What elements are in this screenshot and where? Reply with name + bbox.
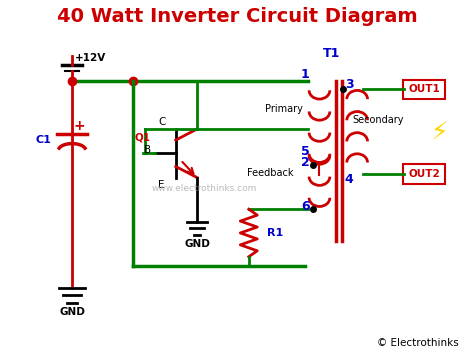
Text: C1: C1 <box>36 135 52 145</box>
Text: GND: GND <box>184 239 210 250</box>
FancyBboxPatch shape <box>403 164 445 184</box>
Text: C: C <box>158 116 165 127</box>
Text: www.electrothinks.com: www.electrothinks.com <box>151 184 257 193</box>
Text: T1: T1 <box>322 47 340 60</box>
Text: R1: R1 <box>267 228 283 238</box>
Text: Feedback: Feedback <box>247 168 293 178</box>
Text: 40 Watt Inverter Circuit Diagram: 40 Watt Inverter Circuit Diagram <box>57 7 417 26</box>
Text: 3: 3 <box>345 78 354 91</box>
FancyBboxPatch shape <box>403 80 445 99</box>
Text: ⚡: ⚡ <box>431 121 448 146</box>
Text: 1: 1 <box>301 67 310 81</box>
Text: B: B <box>144 145 151 155</box>
Text: OUT1: OUT1 <box>408 84 440 94</box>
Text: E: E <box>158 180 165 190</box>
Text: OUT2: OUT2 <box>408 169 440 179</box>
Text: Secondary: Secondary <box>353 115 404 125</box>
Text: 6: 6 <box>301 201 310 213</box>
Text: GND: GND <box>59 307 85 317</box>
Text: 4: 4 <box>345 173 354 186</box>
Text: +12V: +12V <box>74 53 106 63</box>
Text: +: + <box>73 119 85 132</box>
Text: Primary: Primary <box>265 104 303 114</box>
Text: Q1: Q1 <box>135 133 151 143</box>
Text: 5: 5 <box>301 144 310 158</box>
Text: © Electrothinks: © Electrothinks <box>377 338 458 348</box>
Text: 2: 2 <box>301 157 310 169</box>
